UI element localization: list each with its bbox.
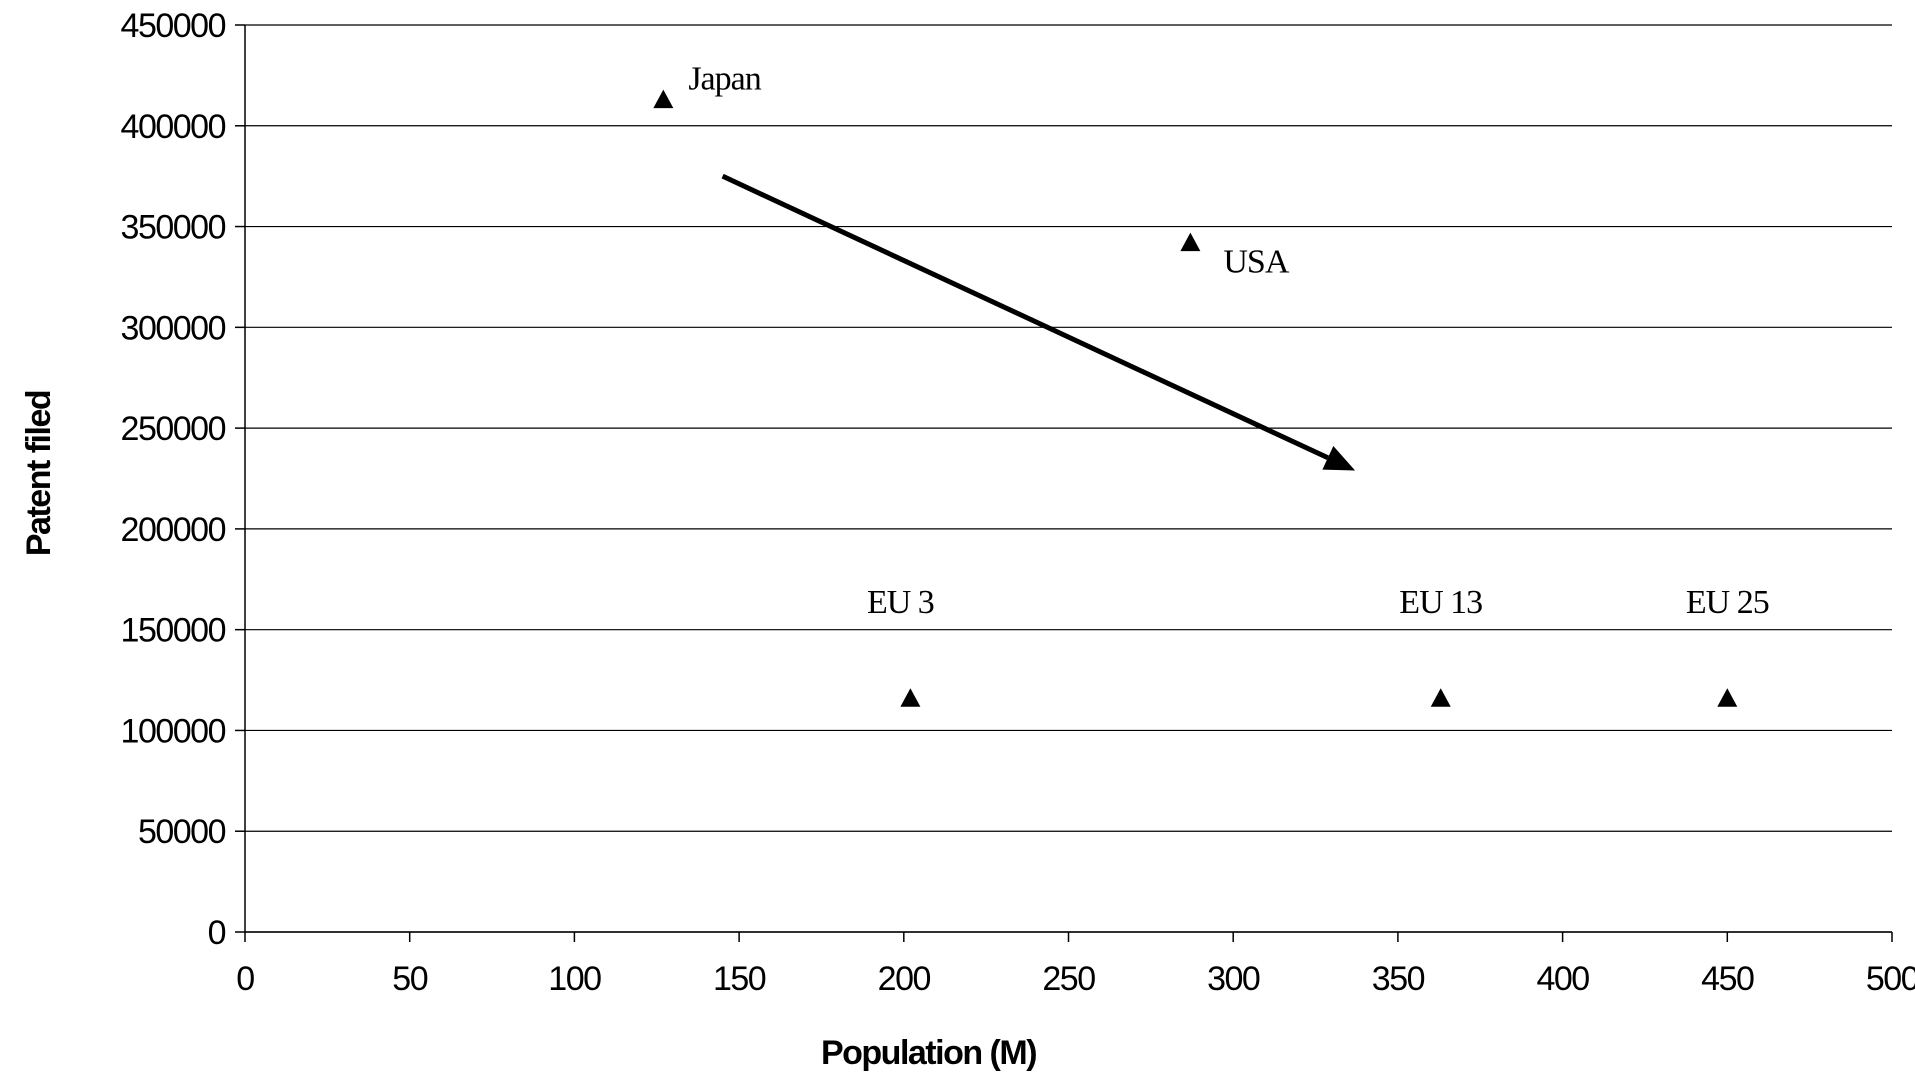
x-tick-label-50: 50 [392,960,427,998]
y-tick-label-400000: 400000 [121,108,226,146]
x-axis-ticks: 0 50 100 150 200 250 300 350 400 450 500 [236,932,1915,998]
y-tick-label-450000: 450000 [121,7,226,45]
y-tick-label-150000: 150000 [121,612,226,650]
y-tick-label-200000: 200000 [121,511,226,549]
point-japan [653,89,674,109]
point-eu-3 [900,688,921,707]
y-tick-label-50000: 50000 [138,813,226,851]
x-tick-label-100: 100 [548,960,601,998]
y-axis-ticks: 0 50000 100000 150000 200000 250000 300000 3500… [121,7,245,952]
x-tick-label-0: 0 [236,960,254,998]
x-tick-label-500: 500 [1866,960,1915,998]
y-tick-label-350000: 350000 [121,209,226,247]
x-tick-label-300: 300 [1207,960,1260,998]
x-tick-label-350: 350 [1372,960,1425,998]
trend-arrow-head [1322,445,1356,471]
point-label-eu-25: EU 25 [1686,584,1769,621]
data-points: Japan USA EU 3 EU 13 EU 25 [653,61,1770,707]
point-label-usa: USA [1223,244,1289,281]
x-axis-title: Population (M) [821,1034,1036,1072]
point-label-japan: Japan [688,61,761,98]
y-tick-label-250000: 250000 [121,410,226,448]
x-tick-label-400: 400 [1536,960,1589,998]
y-axis-title: Patent filed [20,391,58,556]
point-label-eu-13: EU 13 [1399,584,1482,621]
gridlines [245,24,1892,933]
axes [244,25,1892,933]
x-tick-label-250: 250 [1042,960,1095,998]
y-tick-label-100000: 100000 [121,712,226,750]
point-eu-13 [1430,688,1451,707]
annotations [721,173,1356,471]
x-tick-label-200: 200 [878,960,931,998]
point-label-eu-3: EU 3 [867,584,934,621]
point-usa [1180,232,1201,252]
x-tick-label-150: 150 [713,960,766,998]
x-tick-label-450: 450 [1701,960,1754,998]
point-eu-25 [1717,688,1738,707]
y-tick-label-300000: 300000 [121,309,226,347]
y-tick-label-0: 0 [208,914,226,952]
trend-arrow-line [721,173,1329,461]
